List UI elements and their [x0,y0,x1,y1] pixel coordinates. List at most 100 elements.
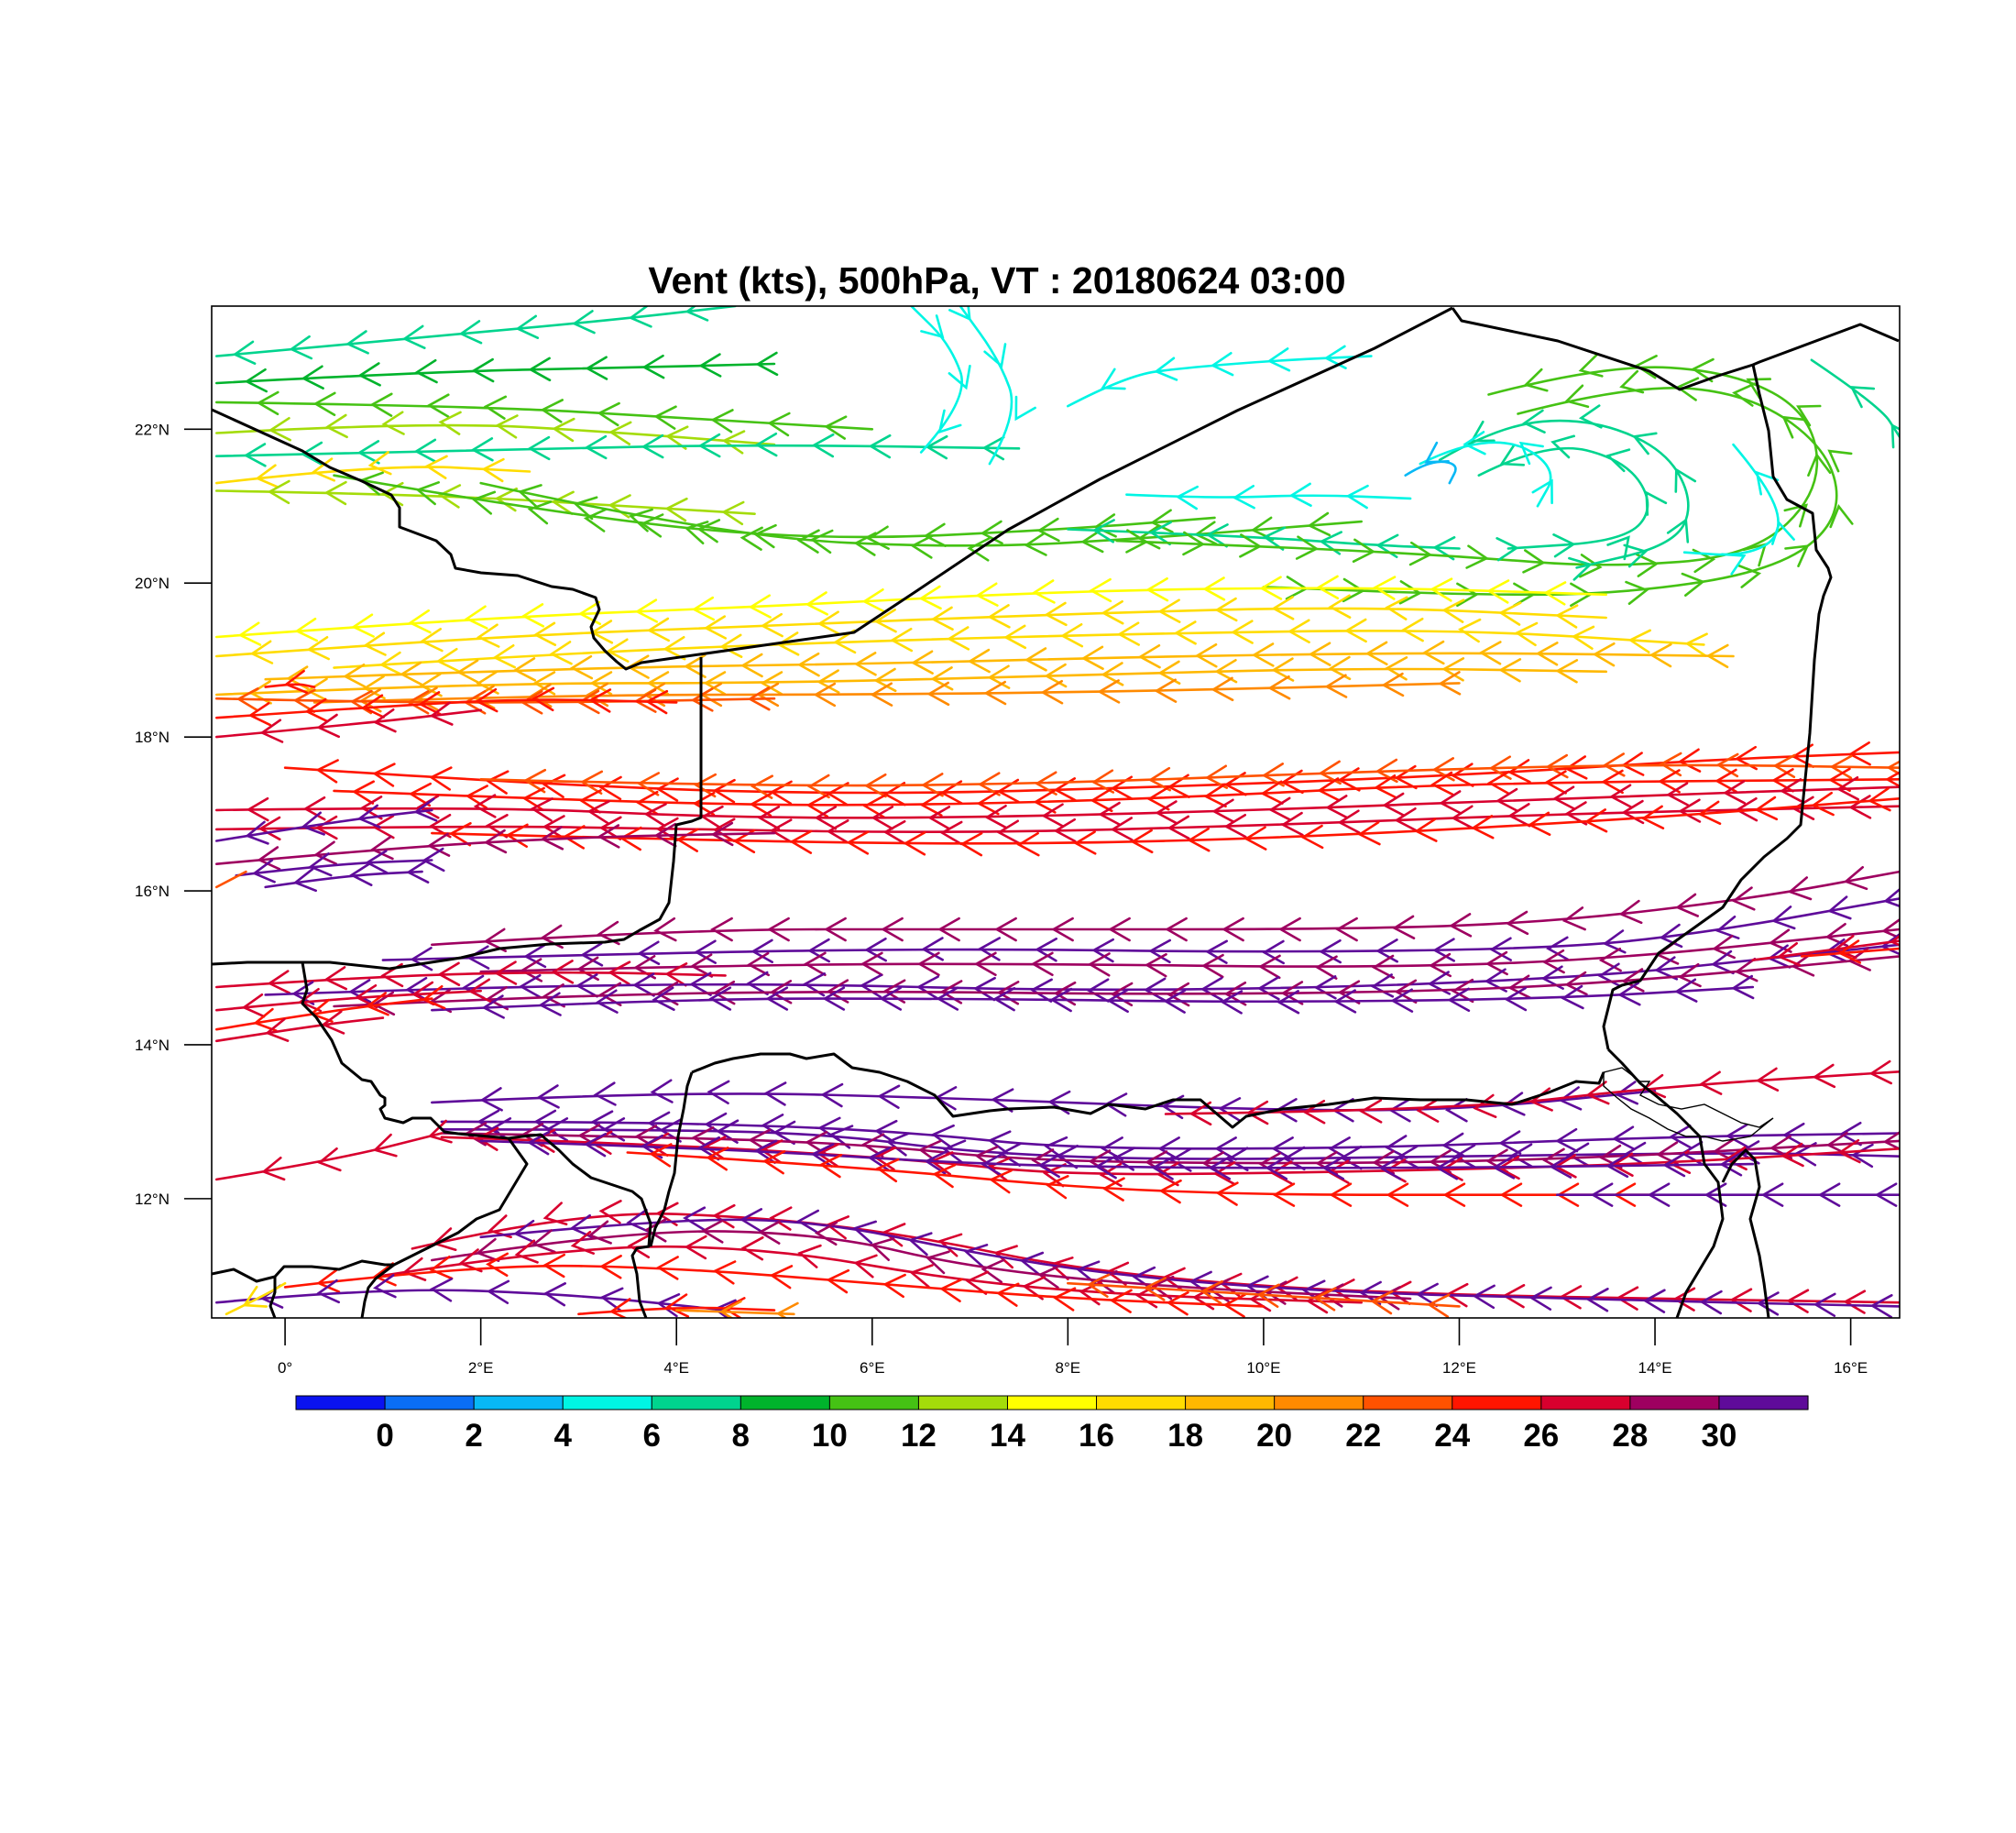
wind-chevron [247,702,272,727]
wind-chevron [925,1250,950,1275]
wind-chevron [1578,404,1603,429]
wind-chevron [518,973,542,999]
wind-chevron [471,357,495,383]
wind-chevron [751,938,773,964]
wind-chevron [1045,1175,1069,1200]
wind-chevron [483,395,508,420]
wind-chevron [795,1209,819,1235]
wind-chevron [930,1124,955,1149]
wind-chevron [1585,1288,1609,1312]
wind-chevron [712,1260,737,1285]
wind-chevron [1251,642,1275,667]
streamline [215,831,776,865]
wind-chevron [1430,577,1453,602]
wind-chevron [826,1268,850,1294]
plot-frame [211,305,1901,1319]
wind-chevron [373,708,397,733]
wind-chevron [1398,580,1422,605]
wind-chevron [1678,798,1702,823]
wind-chevron [1578,354,1604,378]
wind-chevron [1032,579,1056,604]
wind-chevron [292,867,317,893]
wind-chevron [1148,938,1171,964]
wind-chevron [637,940,661,965]
colorbar-label: 28 [1612,1418,1648,1454]
wind-chevron [665,1293,690,1318]
colorbar-swatch [652,1396,741,1410]
wind-chevron [1786,1289,1810,1313]
wind-chevron [1187,828,1211,852]
wind-chevron [919,792,943,817]
wind-chevron [700,805,724,830]
wind-chevron [1543,581,1567,606]
wind-chevron [311,457,335,482]
wind-chevron [1465,544,1489,569]
wind-chevron [885,1132,910,1157]
wind-chevron [882,1273,906,1299]
wind-chevron [1791,796,1815,820]
wind-chevron [1449,913,1473,938]
wind-chevron [437,961,461,986]
wind-chevron [1352,538,1376,563]
streamline [333,955,1900,1008]
wind-chevron [1632,432,1658,456]
wind-chevron [1205,939,1228,964]
wind-chevron [1879,932,1900,956]
wind-chevron [345,330,369,355]
wind-chevron [413,438,437,464]
wind-chevron [1300,824,1324,850]
colorbar-label: 24 [1434,1418,1470,1454]
streamline [333,474,1216,539]
wind-chevron [984,805,1008,829]
wind-chevron [909,1264,934,1289]
streamline [215,997,433,1031]
wind-chevron [1325,795,1349,819]
wind-chevron [1276,990,1300,1015]
wind-chevron [703,1136,727,1160]
wind-chevron [1729,1288,1753,1312]
wind-chevron [1091,938,1114,963]
streamline [215,805,1900,833]
wind-chevron [261,1157,286,1181]
colorbar-swatch [918,1396,1009,1410]
wind-chevron [486,1279,510,1304]
wind-chevron [494,960,518,985]
wind-chevron [458,320,483,345]
lon-tick-label: 12°E [1442,1359,1476,1377]
lon-tick-label: 2°E [468,1359,494,1377]
wind-chevron [466,945,490,970]
wind-chevron [1691,357,1715,383]
wind-chevron [683,653,707,678]
wind-chevron [967,648,991,674]
wind-chevron [512,657,537,682]
wind-chevron [1343,618,1367,643]
wind-chevron [1558,1086,1583,1111]
wind-chevron [1147,766,1171,792]
wind-chevron [813,682,837,708]
border-cameroon-nigeria [1606,1048,1725,1318]
wind-chevron [1498,601,1522,626]
wind-chevron [646,671,670,696]
wind-chevron [1051,916,1074,942]
wind-chevron [1089,577,1112,603]
wind-chevron [923,522,947,547]
border-togo-burkina [212,1259,394,1283]
wind-chevron [1811,791,1835,817]
wind-chevron [870,682,893,707]
wind-chevron [710,409,734,434]
streamline [479,927,1900,973]
wind-chevron [1731,886,1756,911]
wind-chevron [365,992,389,1016]
wind-chevron [415,686,439,711]
wind-chevron [356,804,381,829]
wind-chevron [300,441,323,466]
wind-chevron [1262,939,1285,965]
wind-chevron [1200,953,1224,979]
wind-chevron [1489,937,1512,961]
wind-chevron [542,815,565,840]
wind-chevron [1463,431,1486,456]
lon-tick-label: 8°E [1056,1359,1081,1377]
wind-chevron [583,508,608,532]
wind-chevron [755,351,779,377]
lon-tick-label: 0° [278,1359,292,1377]
